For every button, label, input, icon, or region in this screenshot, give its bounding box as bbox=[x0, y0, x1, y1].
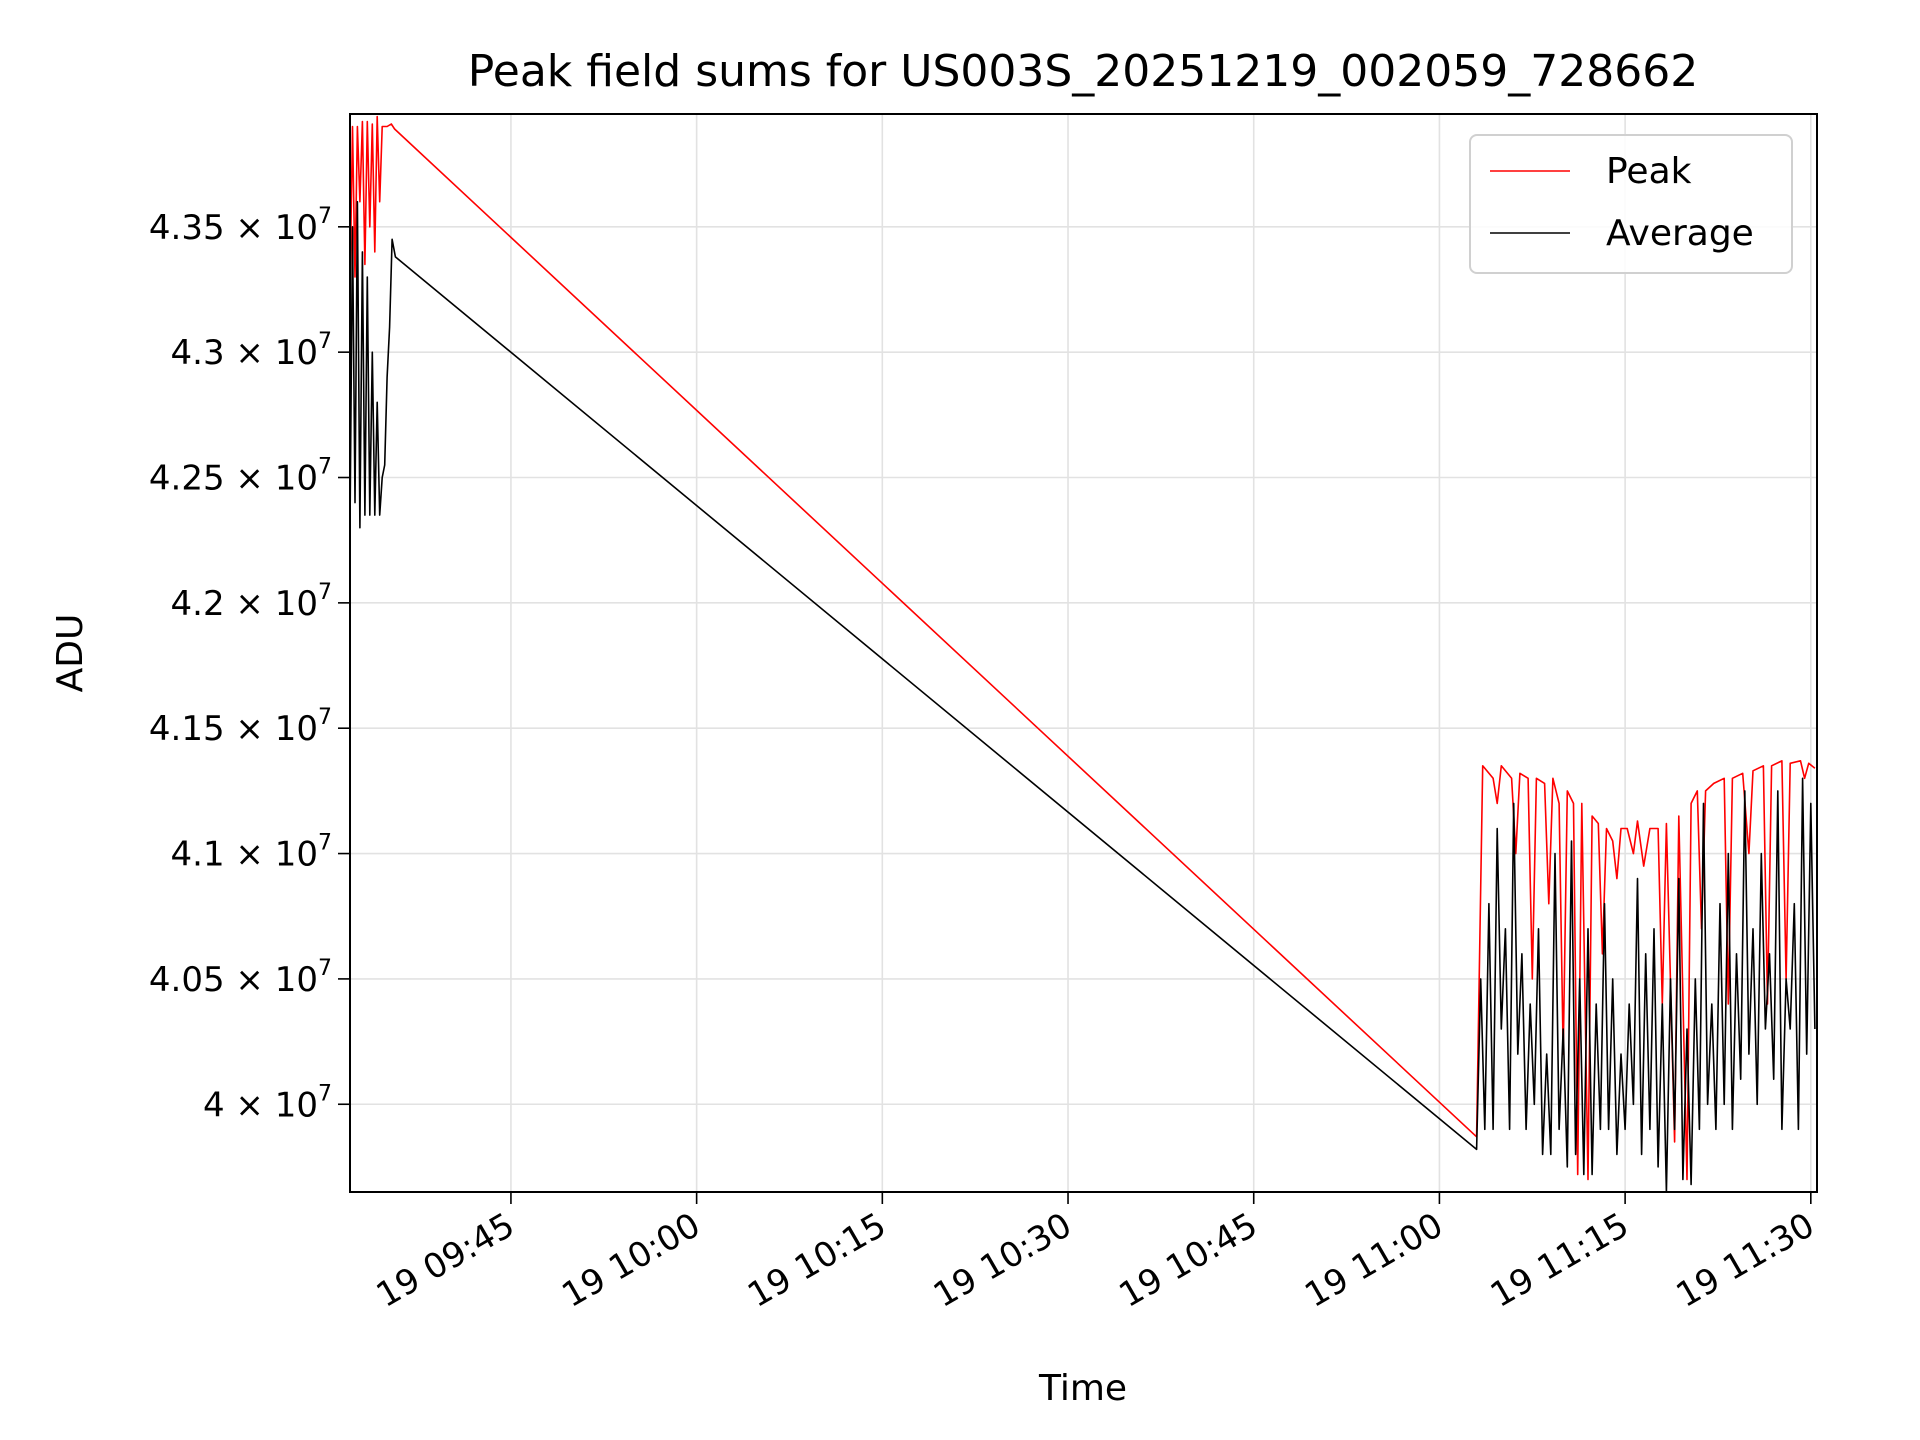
y-tick-mantissa: 4.25 bbox=[149, 459, 225, 499]
plot-background bbox=[350, 114, 1817, 1192]
y-tick-exponent: 7 bbox=[318, 956, 332, 981]
y-tick-label: 4.35 × 107 bbox=[149, 204, 332, 248]
y-tick-times: × 10 bbox=[225, 1085, 318, 1125]
y-tick-exponent: 7 bbox=[318, 329, 332, 354]
series-layer bbox=[349, 115, 1816, 1193]
y-tick-mantissa: 4.15 bbox=[149, 709, 225, 749]
chart-title: Peak field sums for US003S_20251219_0020… bbox=[468, 46, 1698, 97]
y-tick-mantissa: 4 bbox=[203, 1085, 225, 1125]
y-tick-label: 4.3 × 107 bbox=[171, 329, 332, 373]
legend-label-peak: Peak bbox=[1606, 151, 1692, 192]
y-tick-times: × 10 bbox=[225, 333, 318, 373]
y-tick-exponent: 7 bbox=[318, 580, 332, 605]
y-tick-exponent: 7 bbox=[318, 831, 332, 856]
y-tick-times: × 10 bbox=[225, 835, 318, 875]
axes-frame bbox=[349, 113, 1818, 1193]
legend-label-average: Average bbox=[1606, 213, 1754, 254]
y-tick-times: × 10 bbox=[225, 960, 318, 1000]
y-tick-times: × 10 bbox=[225, 459, 318, 499]
y-tick-label: 4.25 × 107 bbox=[149, 455, 332, 499]
y-tick-exponent: 7 bbox=[318, 204, 332, 229]
y-tick-label: 4 × 107 bbox=[203, 1081, 332, 1125]
y-axis-label: ADU bbox=[50, 614, 91, 693]
y-tick-mantissa: 4.35 bbox=[149, 208, 225, 248]
legend: Peak Average bbox=[1469, 134, 1793, 274]
y-tick-mantissa: 4.2 bbox=[171, 584, 225, 624]
series-line-peak bbox=[349, 115, 1816, 1181]
y-tick-exponent: 7 bbox=[318, 705, 332, 730]
y-tick-times: × 10 bbox=[225, 208, 318, 248]
y-tick-times: × 10 bbox=[225, 709, 318, 749]
y-tick-mantissa: 4.05 bbox=[149, 960, 225, 1000]
y-tick-label: 4.05 × 107 bbox=[149, 956, 332, 1000]
x-axis-label: Time bbox=[1038, 1368, 1127, 1409]
plot-area bbox=[349, 113, 1818, 1193]
y-tick-label: 4.15 × 107 bbox=[149, 705, 332, 749]
y-tick-mantissa: 4.3 bbox=[171, 333, 225, 373]
y-tick-exponent: 7 bbox=[318, 1081, 332, 1106]
y-tick-mantissa: 4.1 bbox=[171, 835, 225, 875]
y-tick-label: 4.2 × 107 bbox=[171, 580, 332, 624]
y-tick-exponent: 7 bbox=[318, 455, 332, 480]
series-line-average bbox=[349, 200, 1816, 1193]
y-tick-times: × 10 bbox=[225, 584, 318, 624]
legend-box bbox=[1469, 134, 1793, 274]
y-tick-label: 4.1 × 107 bbox=[171, 831, 332, 875]
